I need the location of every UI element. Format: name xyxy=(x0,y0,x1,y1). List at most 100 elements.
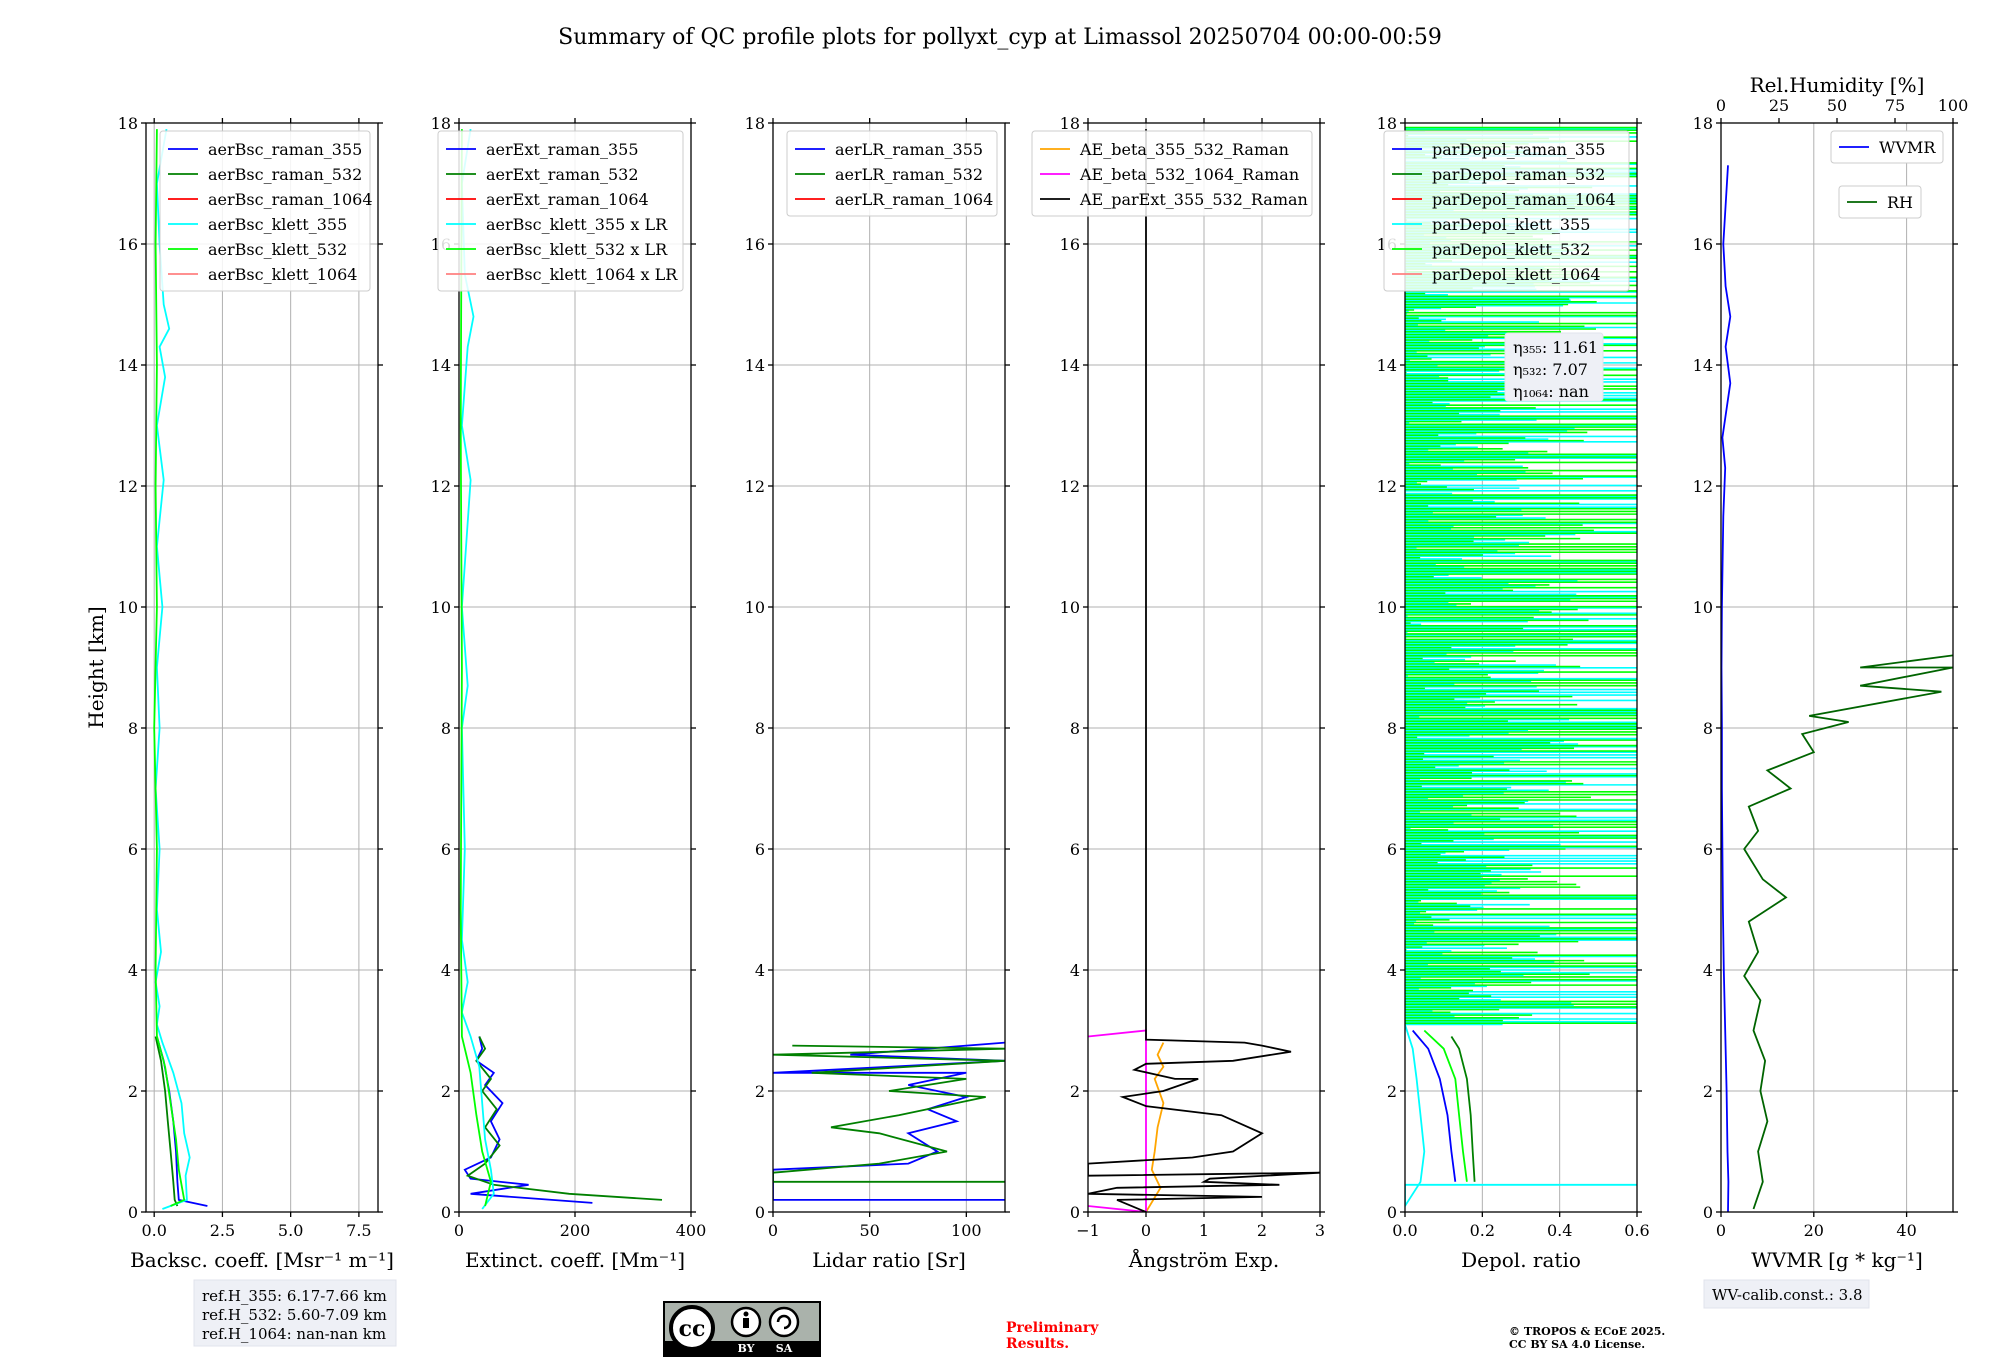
legend-label-pardepol-raman-1064: parDepol_raman_1064 xyxy=(1432,190,1616,209)
eta-355-label: η₃₅₅: 11.61 xyxy=(1513,338,1598,357)
series-group xyxy=(1088,129,1320,1212)
reference-height-background xyxy=(193,1279,397,1347)
y-tick-label: 6 xyxy=(1387,840,1397,859)
legend-label-aerlr-raman-355: aerLR_raman_355 xyxy=(835,140,983,159)
y-tick-label: 4 xyxy=(128,961,138,980)
y-tick-label: 6 xyxy=(755,840,765,859)
top-tick-label: 25 xyxy=(1769,96,1789,115)
series-group xyxy=(1405,126,1637,1208)
x-tick-label: 5.0 xyxy=(278,1221,303,1240)
y-tick-label: 6 xyxy=(1703,840,1713,859)
axes-frame xyxy=(145,122,379,1213)
y-tick-label: 4 xyxy=(441,961,451,980)
y-tick-label: 2 xyxy=(1070,1082,1080,1101)
y-tick-label: 0 xyxy=(128,1203,138,1222)
y-tick-label: 10 xyxy=(1060,598,1080,617)
y-tick-label: 8 xyxy=(1703,719,1713,738)
legend-box xyxy=(1830,130,1944,164)
legend-box xyxy=(437,130,684,292)
x-tick-label: −1 xyxy=(1076,1221,1100,1240)
series-line-aerext-raman-532 xyxy=(465,1036,663,1201)
axes-frame xyxy=(772,122,1006,1213)
y-tick-label: 2 xyxy=(1703,1082,1713,1101)
y-tick-label: 0 xyxy=(441,1203,451,1222)
y-tick-label: 16 xyxy=(1693,235,1713,254)
series-group xyxy=(459,128,663,1210)
x-tick-label: 2.5 xyxy=(210,1221,235,1240)
y-tick-label: 18 xyxy=(1693,114,1713,133)
y-tick-label: 4 xyxy=(1070,961,1080,980)
series-line-aerbsc-klett-355-x-lr xyxy=(460,128,495,1210)
series-line-aerbsc-klett-532-x-lr xyxy=(459,129,492,1207)
legend-label-aerbsc-raman-532: aerBsc_raman_532 xyxy=(208,165,362,184)
series-line-pardepol-klett-355 xyxy=(1405,1024,1637,1208)
cc-logo-icon xyxy=(669,1305,715,1351)
x-tick-label: 0 xyxy=(454,1221,464,1240)
wv-calibration-box: WV-calib.const.: 3.8 xyxy=(1703,1279,1870,1309)
series-group xyxy=(1721,165,1953,1212)
legend-box xyxy=(159,130,371,292)
series-line-wvmr xyxy=(1721,165,1732,1212)
y-tick-label: 8 xyxy=(128,719,138,738)
y-tick-label: 14 xyxy=(1060,356,1080,375)
legend-box xyxy=(1383,130,1630,292)
ref-height-532: ref.H_532: 5.60-7.09 km xyxy=(202,1306,387,1324)
legend-label-aerbsc-klett-532: aerBsc_klett_532 xyxy=(208,240,347,259)
panel-lidar_ratio: 0 2 4 6 8 10 12 14 16 18 0 50 100 Lidar ratio [Sr] aer… xyxy=(745,114,1010,1272)
x-tick-label: 0.6 xyxy=(1624,1221,1649,1240)
x-tick-label: 100 xyxy=(951,1221,982,1240)
y-tick-label: 14 xyxy=(745,356,765,375)
preliminary-label-line2: Results. xyxy=(1006,1336,1069,1352)
x-tick-label: 20 xyxy=(1804,1221,1824,1240)
top-tick-label: 75 xyxy=(1885,96,1905,115)
cc-logo-text: cc xyxy=(679,1316,706,1342)
series-line-aerbsc-klett-355 xyxy=(154,128,191,1210)
share-alike-icon xyxy=(768,1306,800,1338)
y-tick-label: 12 xyxy=(431,477,451,496)
eta-annotation-box xyxy=(1504,332,1604,402)
legend-label-ae-beta-532-1064-raman: AE_beta_532_1064_Raman xyxy=(1079,165,1299,184)
legend-label-aerext-raman-532: aerExt_raman_532 xyxy=(486,165,639,184)
x-tick-label: 0 xyxy=(1141,1221,1151,1240)
legend-label-aerlr-raman-1064: aerLR_raman_1064 xyxy=(835,190,993,209)
legend-label-wvmr: WVMR xyxy=(1879,138,1936,157)
x-tick-label: 0.0 xyxy=(1392,1221,1417,1240)
x-tick-label: 50 xyxy=(859,1221,879,1240)
preliminary-label-line1: Preliminary xyxy=(1006,1320,1099,1336)
y-tick-label: 18 xyxy=(745,114,765,133)
axes-frame xyxy=(1404,122,1638,1213)
x-axis-label: Extinct. coeff. [Mm⁻¹] xyxy=(465,1248,685,1272)
y-tick-label: 4 xyxy=(1387,961,1397,980)
series-group xyxy=(153,128,208,1210)
panel-extinction: 0246810121416180200400Extinct. coeff. [M… xyxy=(431,114,707,1272)
y-tick-label: 18 xyxy=(431,114,451,133)
x-axis-label: Backsc. coeff. [Msr⁻¹ m⁻¹] xyxy=(130,1248,394,1272)
y-tick-label: 8 xyxy=(441,719,451,738)
x-axis-label: WVMR [g * kg⁻¹] xyxy=(1751,1248,1923,1272)
y-tick-label: 18 xyxy=(118,114,138,133)
y-tick-label: 4 xyxy=(755,961,765,980)
legend-label-aerbsc-klett-1064-x-lr: aerBsc_klett_1064 x LR xyxy=(486,265,678,284)
attribution-head-icon xyxy=(743,1311,749,1317)
legend-label-aerext-raman-355: aerExt_raman_355 xyxy=(486,140,639,159)
series-group xyxy=(773,1041,1005,1201)
legend-label-aerbsc-klett-532-x-lr: aerBsc_klett_532 x LR xyxy=(486,240,668,259)
y-tick-label: 18 xyxy=(1060,114,1080,133)
legend-label-aerlr-raman-532: aerLR_raman_532 xyxy=(835,165,983,184)
legend-label-aerbsc-raman-1064: aerBsc_raman_1064 xyxy=(208,190,373,209)
cc-sa-label: SA xyxy=(776,1342,793,1355)
legend-label-aerext-raman-1064: aerExt_raman_1064 xyxy=(486,190,649,209)
copyright-line2: CC BY SA 4.0 License. xyxy=(1509,1338,1645,1351)
cc-by-sa-badge: cc BY SA xyxy=(663,1301,821,1357)
y-tick-label: 8 xyxy=(1070,719,1080,738)
legend-label-pardepol-klett-355: parDepol_klett_355 xyxy=(1432,215,1590,234)
figure-title: Summary of QC profile plots for pollyxt_… xyxy=(558,25,1442,50)
y-tick-label: 12 xyxy=(1693,477,1713,496)
y-tick-label: 0 xyxy=(755,1203,765,1222)
y-tick-label: 6 xyxy=(441,840,451,859)
y-tick-label: 10 xyxy=(745,598,765,617)
x-axis-label: Depol. ratio xyxy=(1461,1248,1581,1272)
